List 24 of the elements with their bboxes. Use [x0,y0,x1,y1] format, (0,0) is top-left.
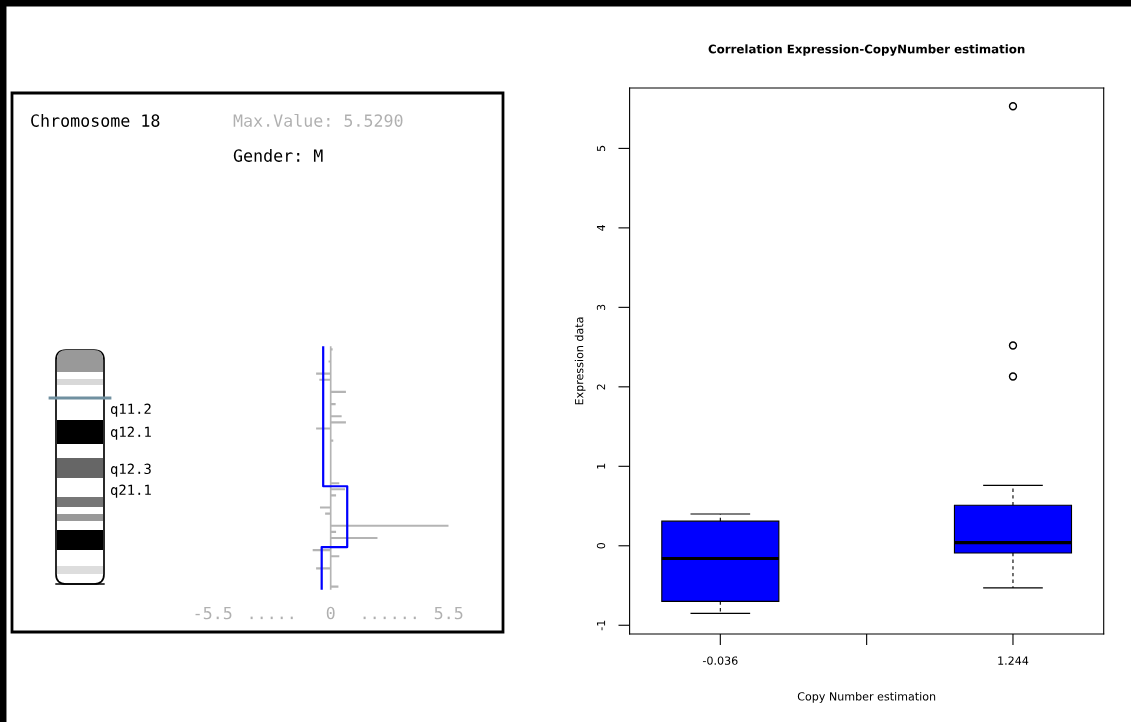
y-tick-label: 5 [596,145,606,152]
x-tick-label: 5.5 [434,606,463,620]
x-tick-label: 1.244 [998,656,1029,665]
y-axis-title: Expression data [574,317,586,405]
x-tick-label: -5.5 [195,606,232,620]
text: q12.3 [110,463,151,477]
x-axis-title: Copy Number estimation [797,691,936,703]
y-tick-label: 4 [596,224,606,231]
y-tick-label: 0 [596,542,606,549]
chart-title: Chromosome 18 [31,113,160,127]
x-tick-label: -0.036 [702,656,738,665]
y-tick-label: 3 [596,304,606,311]
chart-title: Correlation Expression-CopyNumber estimation [708,44,1025,56]
text: q11.2 [110,403,151,417]
x-tick-label: ..... [250,616,293,620]
text: q12.1 [110,426,151,440]
x-tick-label: ...... [363,616,416,620]
y-tick-label: -1 [596,620,606,631]
text: q21.1 [110,484,151,498]
text: Gender: M [233,148,323,162]
y-tick-label: 1 [596,463,606,469]
y-tick-label: 2 [596,384,606,390]
x-tick-label: 0 [326,606,335,620]
text: Max.Value: 5.5290 [233,113,403,127]
